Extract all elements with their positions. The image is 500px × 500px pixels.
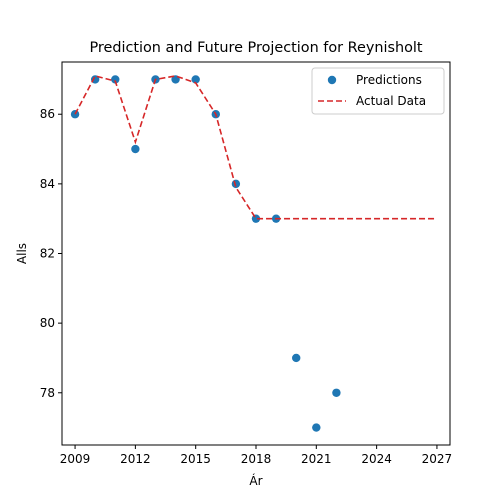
plot-area bbox=[70, 74, 437, 432]
data-point bbox=[332, 388, 341, 397]
x-tick-label: 2012 bbox=[120, 452, 151, 466]
x-tick-label: 2015 bbox=[180, 452, 211, 466]
x-tick-label: 2024 bbox=[361, 452, 392, 466]
x-tick-label: 2021 bbox=[301, 452, 332, 466]
data-point bbox=[292, 353, 301, 363]
data-point bbox=[312, 423, 321, 432]
y-tick-label: 78 bbox=[40, 386, 55, 400]
legend-swatch-marker bbox=[327, 75, 337, 85]
y-tick-label: 84 bbox=[40, 177, 55, 191]
y-axis: 78 80 82 84 86 bbox=[40, 107, 62, 400]
y-tick-label: 82 bbox=[40, 247, 55, 261]
plot-frame bbox=[61, 61, 451, 446]
data-point bbox=[191, 75, 200, 84]
x-tick-label: 2027 bbox=[422, 452, 453, 466]
y-axis-label: Alls bbox=[15, 243, 29, 264]
series-line-actual-data bbox=[74, 74, 437, 220]
legend: Predictions Actual Data bbox=[311, 67, 445, 115]
data-point bbox=[231, 179, 241, 189]
legend-label: Predictions bbox=[356, 73, 422, 87]
x-axis-label: Ár bbox=[249, 473, 262, 488]
legend-box bbox=[311, 67, 445, 115]
x-tick-label: 2018 bbox=[241, 452, 272, 466]
legend-label: Actual Data bbox=[356, 94, 426, 108]
y-tick-label: 86 bbox=[40, 107, 55, 121]
x-tick-label: 2009 bbox=[60, 452, 91, 466]
data-point bbox=[131, 144, 140, 154]
x-axis: 2009 2012 2015 2018 2021 2024 2027 bbox=[60, 445, 452, 466]
chart-title: Prediction and Future Projection for Rey… bbox=[89, 40, 422, 56]
y-tick-label: 80 bbox=[40, 316, 55, 330]
data-point bbox=[111, 75, 120, 84]
